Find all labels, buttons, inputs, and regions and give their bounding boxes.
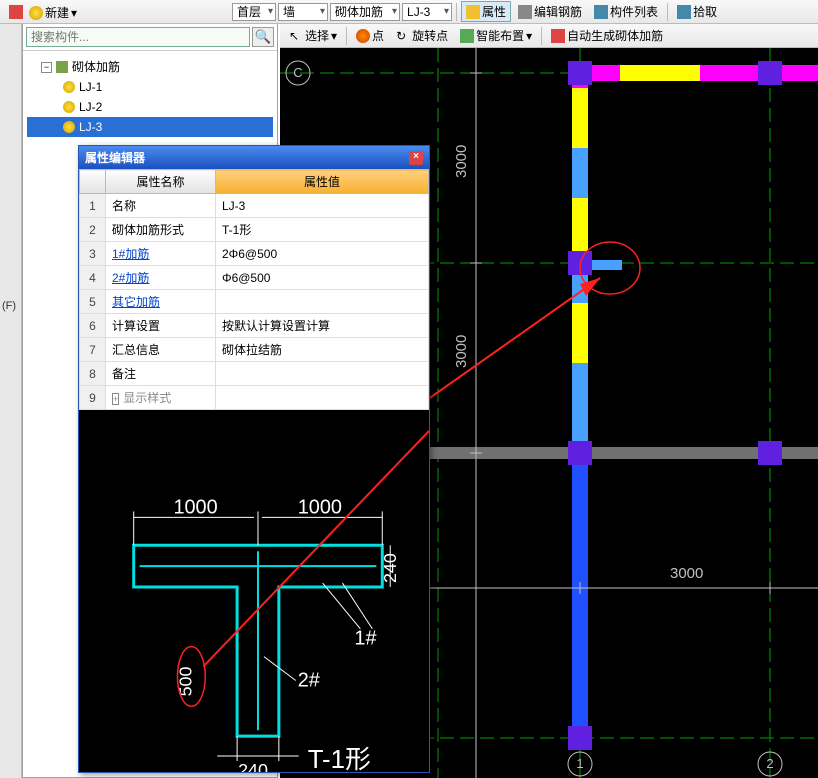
prop-name: 备注 (106, 362, 216, 386)
row-number: 3 (80, 242, 106, 266)
smart-layout-button[interactable]: 智能布置 ▾ (455, 25, 537, 46)
new-label: 新建 (45, 4, 69, 21)
prop-name[interactable]: 1#加筋 (106, 242, 216, 266)
row-number: 7 (80, 338, 106, 362)
item-icon (63, 81, 75, 93)
section-diagram: 100010002401#5002#240T-1形 (79, 410, 429, 772)
col-value: 属性值 (216, 170, 429, 194)
prop-value[interactable] (216, 386, 429, 410)
prop-value[interactable]: Φ6@500 (216, 266, 429, 290)
property-row[interactable]: 8备注 (80, 362, 429, 386)
svg-text:1000: 1000 (173, 496, 217, 518)
point-icon (356, 29, 370, 43)
tree-root-label: 砌体加筋 (72, 58, 120, 76)
subtype-dropdown[interactable]: 砌体加筋 (330, 3, 400, 21)
rotate-point-icon: ↻ (396, 29, 410, 43)
svg-text:C: C (293, 65, 302, 80)
prop-value[interactable] (216, 362, 429, 386)
point-button[interactable]: 点 (351, 25, 389, 46)
prop-value[interactable]: 按默认计算设置计算 (216, 314, 429, 338)
close-icon[interactable]: × (409, 151, 423, 165)
property-row[interactable]: 42#加筋Φ6@500 (80, 266, 429, 290)
tree-root[interactable]: − 砌体加筋 (27, 57, 273, 77)
component-tree[interactable]: − 砌体加筋 LJ-1 LJ-2 LJ-3 (23, 51, 277, 143)
edit-rebar-button[interactable]: 编辑钢筋 (513, 1, 587, 22)
row-number: 8 (80, 362, 106, 386)
svg-text:3000: 3000 (453, 335, 470, 368)
type-dropdown[interactable]: 墙 (278, 3, 328, 21)
prop-name: 砌体加筋形式 (106, 218, 216, 242)
search-button[interactable]: 🔍 (252, 27, 274, 47)
toolbar-top: 新建 ▾ 首层 墙 砌体加筋 LJ-3 属性 编辑钢筋 构件列表 拾取 (0, 0, 818, 24)
folder-icon (56, 61, 68, 73)
svg-text:2#: 2# (298, 669, 320, 691)
select-icon: ↖ (289, 29, 303, 43)
delete-icon (9, 5, 23, 19)
row-number: 5 (80, 290, 106, 314)
row-number: 4 (80, 266, 106, 290)
prop-name: 计算设置 (106, 314, 216, 338)
auto-generate-icon (551, 29, 565, 43)
tree-item[interactable]: LJ-1 (27, 77, 273, 97)
row-number: 6 (80, 314, 106, 338)
row-number: 1 (80, 194, 106, 218)
left-dock-label: (F) (2, 300, 16, 312)
svg-text:1000: 1000 (298, 496, 342, 518)
col-name: 属性名称 (106, 170, 216, 194)
svg-text:T-1形: T-1形 (308, 745, 371, 772)
smart-layout-icon (460, 29, 474, 43)
property-row[interactable]: 7汇总信息砌体拉结筋 (80, 338, 429, 362)
property-editor-window: 属性编辑器 × 属性名称 属性值 1名称LJ-32砌体加筋形式T-1形31#加筋… (78, 145, 430, 773)
svg-text:3000: 3000 (670, 565, 703, 582)
edit-rebar-icon (518, 5, 532, 19)
svg-text:3000: 3000 (453, 145, 470, 178)
prop-value[interactable] (216, 290, 429, 314)
expand-icon[interactable]: − (41, 62, 52, 73)
pick-icon (677, 5, 691, 19)
row-number: 9 (80, 386, 106, 410)
row-number: 2 (80, 218, 106, 242)
property-row[interactable]: 6计算设置按默认计算设置计算 (80, 314, 429, 338)
component-list-button[interactable]: 构件列表 (589, 1, 663, 22)
prop-name: 汇总信息 (106, 338, 216, 362)
tree-item[interactable]: LJ-2 (27, 97, 273, 117)
property-editor-titlebar[interactable]: 属性编辑器 × (79, 146, 429, 169)
prop-name: 名称 (106, 194, 216, 218)
rotate-point-button[interactable]: ↻旋转点 (391, 25, 453, 46)
toolbar-second: ↖选择 ▾ 点 ↻旋转点 智能布置 ▾ 自动生成砌体加筋 (280, 24, 818, 48)
prop-name: +显示样式 (106, 386, 216, 410)
property-row[interactable]: 31#加筋2Φ6@500 (80, 242, 429, 266)
component-list-icon (594, 5, 608, 19)
auto-generate-button[interactable]: 自动生成砌体加筋 (546, 25, 668, 46)
svg-text:1#: 1# (354, 628, 376, 650)
property-row[interactable]: 9+显示样式 (80, 386, 429, 410)
property-row[interactable]: 1名称LJ-3 (80, 194, 429, 218)
prop-value[interactable]: LJ-3 (216, 194, 429, 218)
new-button[interactable]: 新建 ▾ (24, 2, 82, 23)
prop-value[interactable]: 砌体拉结筋 (216, 338, 429, 362)
new-icon (29, 6, 43, 20)
item-dropdown[interactable]: LJ-3 (402, 3, 452, 21)
pick-button[interactable]: 拾取 (672, 1, 722, 22)
property-icon (466, 5, 480, 19)
property-button[interactable]: 属性 (461, 1, 511, 22)
property-table: 属性名称 属性值 1名称LJ-32砌体加筋形式T-1形31#加筋2Φ6@5004… (79, 169, 429, 410)
property-row[interactable]: 2砌体加筋形式T-1形 (80, 218, 429, 242)
tree-item-selected[interactable]: LJ-3 (27, 117, 273, 137)
svg-text:240: 240 (238, 760, 268, 772)
item-icon (63, 121, 75, 133)
prop-value[interactable]: 2Φ6@500 (216, 242, 429, 266)
floor-dropdown[interactable]: 首层 (232, 3, 276, 21)
svg-text:2: 2 (766, 756, 773, 771)
property-row[interactable]: 5其它加筋 (80, 290, 429, 314)
select-button[interactable]: ↖选择 ▾ (284, 25, 342, 46)
prop-name[interactable]: 2#加筋 (106, 266, 216, 290)
prop-value[interactable]: T-1形 (216, 218, 429, 242)
item-icon (63, 101, 75, 113)
search-input[interactable] (26, 27, 250, 47)
property-editor-title: 属性编辑器 (85, 149, 145, 166)
prop-name[interactable]: 其它加筋 (106, 290, 216, 314)
svg-text:1: 1 (576, 756, 583, 771)
